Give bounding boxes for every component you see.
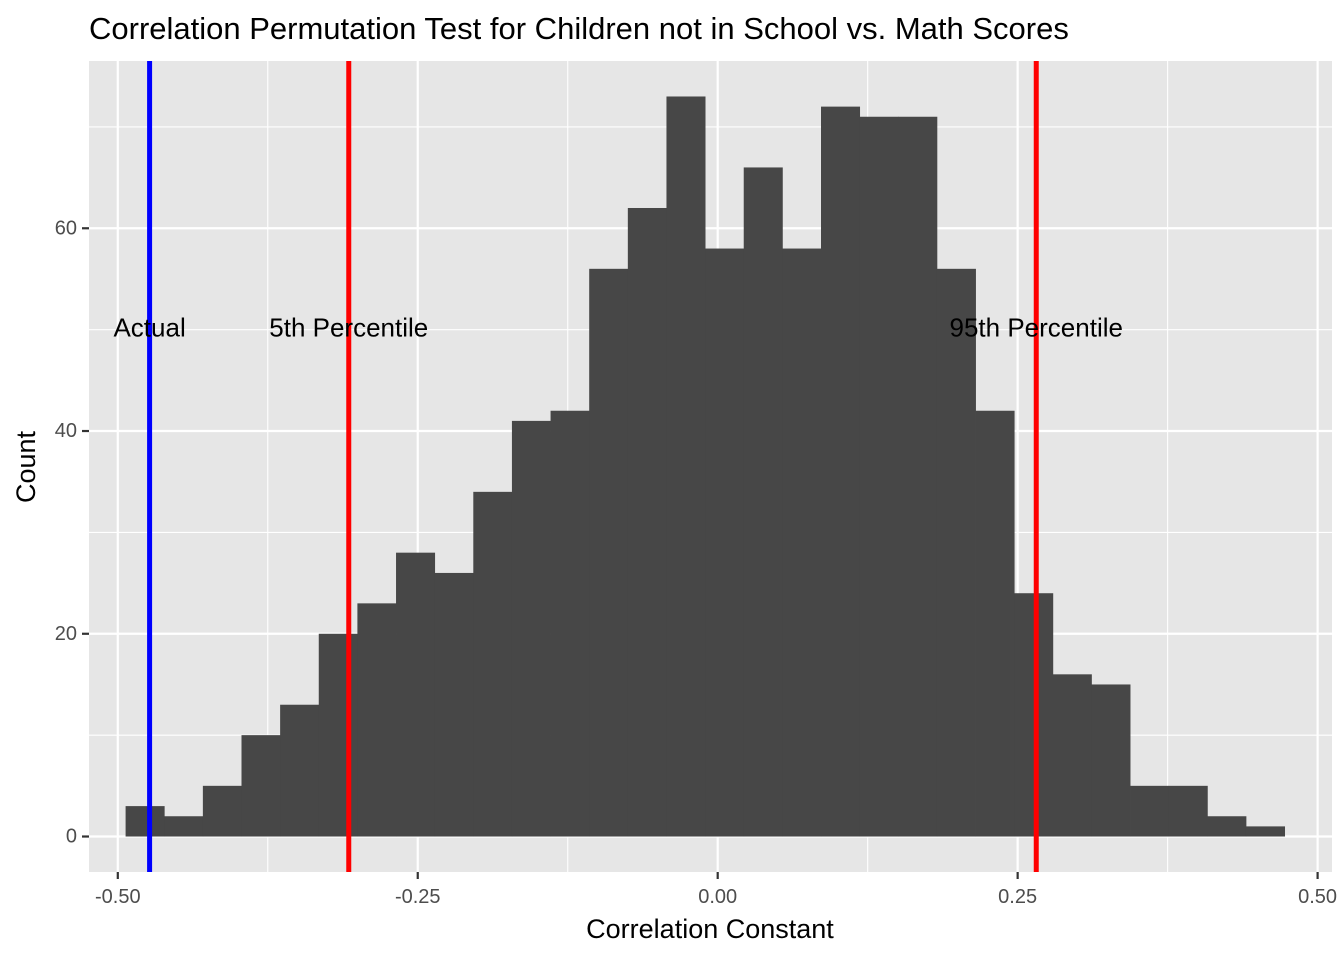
y-tick-label: 0 xyxy=(66,826,77,848)
histogram-bar xyxy=(357,603,397,837)
histogram-bar xyxy=(898,116,938,837)
reference-label: 5th Percentile xyxy=(269,313,428,343)
y-tick-label: 60 xyxy=(55,217,77,239)
histogram-bar xyxy=(782,248,822,837)
histogram-bar xyxy=(241,735,281,837)
histogram-bar xyxy=(511,420,551,837)
histogram-bar xyxy=(125,806,165,837)
reference-labels: Actual 5th Percentile 95th Percentile xyxy=(113,313,1123,343)
y-tick-label: 40 xyxy=(55,420,77,442)
reference-lines xyxy=(147,61,1039,872)
histogram-bar xyxy=(280,704,320,837)
histogram-bar xyxy=(1091,684,1131,837)
x-axis: -0.50 -0.25 0.00 0.25 0.50 xyxy=(95,872,1337,908)
histogram-bar xyxy=(589,268,629,837)
histogram-bars xyxy=(125,96,1286,837)
histogram-bar xyxy=(666,96,706,837)
histogram-bar xyxy=(550,410,590,837)
y-axis: 0 20 40 60 xyxy=(55,217,89,848)
histogram-bar xyxy=(859,116,899,837)
histogram-bar xyxy=(1052,674,1092,837)
histogram-bar xyxy=(164,816,204,837)
y-tick-label: 20 xyxy=(55,623,77,645)
histogram-bar xyxy=(705,248,745,837)
y-axis-title: Count xyxy=(11,430,41,503)
histogram-bar xyxy=(821,106,861,837)
histogram-bar xyxy=(1207,816,1247,837)
x-tick-label: -0.50 xyxy=(95,886,141,908)
x-tick-label: 0.00 xyxy=(698,886,737,908)
histogram-bar xyxy=(1168,785,1208,837)
histogram-bar xyxy=(1130,785,1170,837)
x-tick-label: -0.25 xyxy=(395,886,441,908)
x-tick-label: 0.50 xyxy=(1298,886,1337,908)
reference-label: Actual xyxy=(113,313,185,343)
histogram-bar xyxy=(202,785,242,837)
histogram-bar xyxy=(396,552,436,837)
reference-label: 95th Percentile xyxy=(950,313,1123,343)
histogram-bar xyxy=(473,491,513,837)
histogram-bar xyxy=(975,410,1015,837)
histogram-bar xyxy=(1014,593,1054,837)
histogram-bar xyxy=(743,167,783,837)
histogram-bar xyxy=(627,207,667,837)
x-axis-title: Correlation Constant xyxy=(586,914,834,944)
chart-title: Correlation Permutation Test for Childre… xyxy=(89,11,1069,46)
histogram-bar xyxy=(434,572,474,837)
histogram-bar xyxy=(318,633,358,837)
histogram-bar xyxy=(936,268,976,837)
histogram-bar xyxy=(1245,826,1286,837)
x-tick-label: 0.25 xyxy=(998,886,1037,908)
